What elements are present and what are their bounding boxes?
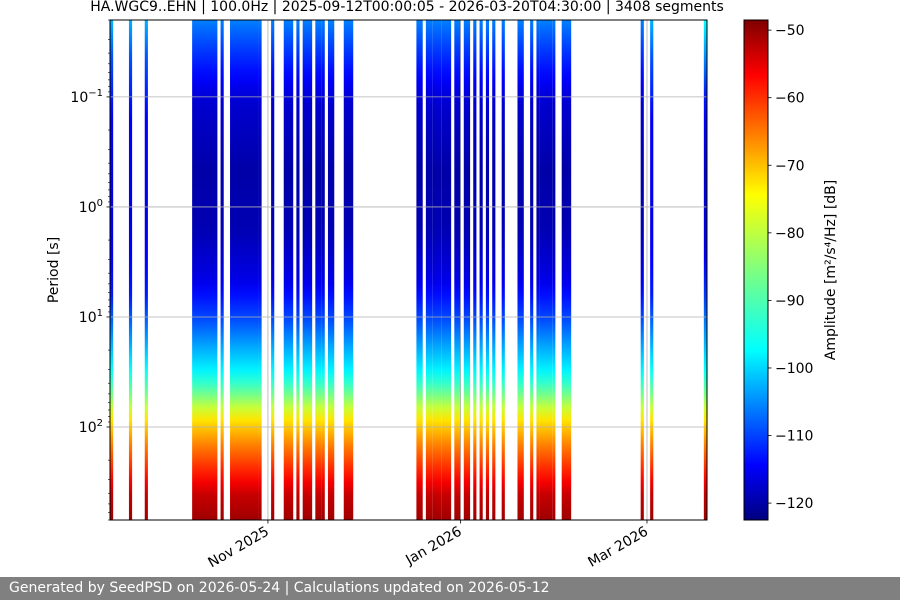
colorbar-tick-label: −110 (775, 429, 813, 445)
data-segment (539, 20, 553, 520)
data-segment (144, 20, 148, 520)
data-segment (454, 20, 461, 520)
colorbar-tick-label: −60 (775, 91, 805, 107)
data-segment (517, 20, 524, 520)
colorbar-label: Amplitude [m²/s⁴/Hz] [dB] (823, 180, 839, 360)
period-gridlines (110, 96, 707, 428)
colorbar-tick-label: −50 (775, 23, 805, 39)
data-segment (296, 20, 300, 520)
data-segment (432, 20, 442, 520)
data-segment (416, 20, 423, 520)
data-segment (220, 20, 224, 520)
data-segment (128, 20, 133, 520)
data-segment (302, 20, 313, 520)
y-axis-ticks: 10−1 100 101 102 (70, 19, 110, 521)
colorbar (743, 19, 769, 521)
data-segment (530, 20, 534, 520)
y-tick-label: 102 (79, 418, 103, 436)
data-segment (321, 20, 325, 520)
data-segment (640, 20, 644, 520)
data-segment (561, 20, 572, 520)
colorbar-tick-label: −120 (775, 496, 813, 512)
data-segment (501, 20, 505, 520)
x-tick-label: Mar 2026 (585, 524, 651, 571)
x-tick-label: Nov 2025 (206, 524, 272, 572)
colorbar-tick-label: −70 (775, 158, 805, 174)
data-segment (536, 20, 540, 520)
data-segment (552, 20, 556, 520)
y-tick-label: 101 (79, 308, 103, 326)
spectrogram-segments (110, 20, 707, 520)
data-segment (258, 20, 262, 520)
data-segment (230, 20, 259, 520)
colorbar-ticks: −50 −60 −70 −80 −90 −100 −110 −120 (768, 23, 813, 512)
data-segment (315, 20, 322, 520)
data-segment (492, 20, 496, 520)
data-segment (650, 20, 654, 520)
y-axis-label: Period [s] (46, 237, 62, 303)
footer-bar: Generated by SeedPSD on 2026-05-24 | Cal… (0, 577, 900, 600)
x-axis-ticks: Nov 2025 Jan 2026 Mar 2026 (206, 520, 651, 572)
data-segment (110, 20, 114, 520)
colorbar-tick-label: −100 (775, 361, 813, 377)
plot-frame (109, 19, 708, 521)
data-segment (463, 20, 471, 520)
data-segment (327, 20, 335, 520)
data-segment (425, 20, 433, 520)
data-segment (485, 20, 490, 520)
colorbar-tick-label: −80 (775, 226, 805, 242)
x-tick-label: Jan 2026 (402, 524, 464, 569)
data-segment (479, 20, 483, 520)
chart-title: HA.WGC9..EHN | 100.0Hz | 2025-09-12T00:0… (90, 0, 724, 15)
footer-text: Generated by SeedPSD on 2026-05-24 | Cal… (9, 580, 550, 596)
data-segment (703, 20, 707, 520)
data-segment (473, 20, 477, 520)
colorbar-tick-label: −90 (775, 293, 805, 309)
y-tick-label: 10−1 (70, 88, 103, 106)
data-segment (343, 20, 354, 520)
data-segment (271, 20, 275, 520)
data-segment (441, 20, 452, 520)
data-segment (283, 20, 294, 520)
date-gridlines (267, 20, 648, 520)
data-segment (192, 20, 218, 520)
y-tick-label: 100 (79, 198, 103, 216)
